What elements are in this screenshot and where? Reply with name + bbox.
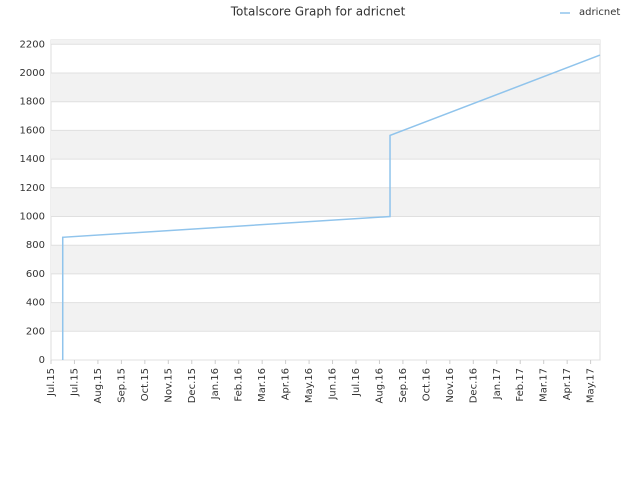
x-tick-label: Feb.16	[234, 368, 245, 402]
x-tick-label: Jun.16	[328, 368, 339, 401]
x-tick-label: Aug.16	[374, 368, 385, 403]
x-tick-label: Oct.16	[421, 368, 432, 401]
y-tick-label: 2000	[20, 68, 45, 79]
x-tick-label: Apr.16	[281, 368, 292, 400]
grid-band	[51, 73, 600, 102]
x-tick-label: Mar.17	[539, 368, 550, 402]
x-tick-label: Jul.15	[69, 368, 80, 397]
x-tick-label: Jul.15	[46, 368, 57, 397]
grid-band	[51, 40, 600, 45]
x-tick-label: Nov.15	[163, 368, 174, 403]
x-tick-label: Dec.15	[187, 368, 198, 403]
y-tick-label: 800	[26, 240, 45, 251]
x-tick-label: Aug.15	[93, 368, 104, 403]
grid-band	[51, 245, 600, 274]
x-tick-label: May.16	[304, 368, 315, 403]
y-tick-label: 200	[26, 326, 45, 337]
x-tick-label: Mar.16	[257, 368, 268, 402]
grid-band	[51, 302, 600, 332]
x-tick-label: Jan.17	[492, 368, 503, 400]
x-tick-label: Oct.15	[140, 368, 151, 401]
legend-label: adricnet	[579, 7, 620, 18]
y-tick-label: 600	[26, 269, 45, 280]
y-tick-label: 1200	[20, 183, 45, 194]
y-tick-label: 1600	[20, 125, 45, 136]
y-tick-label: 1000	[20, 212, 45, 223]
x-tick-label: Sep.16	[398, 368, 409, 403]
chart-title: Totalscore Graph for adricnet	[230, 5, 406, 19]
y-tick-label: 2200	[20, 39, 45, 50]
x-tick-label: Dec.16	[468, 368, 479, 403]
y-tick-label: 1400	[20, 154, 45, 165]
grid-band	[51, 130, 600, 160]
x-tick-label: Nov.16	[445, 368, 456, 403]
y-tick-label: 0	[39, 355, 45, 366]
x-tick-label: Feb.17	[515, 368, 526, 402]
y-tick-label: 1800	[20, 97, 45, 108]
x-tick-label: Jan.16	[210, 368, 221, 400]
grid-band	[51, 187, 600, 217]
x-tick-label: Sep.15	[116, 368, 127, 403]
x-tick-label: May.17	[586, 368, 597, 403]
y-tick-label: 400	[26, 298, 45, 309]
x-tick-label: Jul.16	[351, 368, 362, 397]
line	[61, 54, 601, 360]
x-tick-label: Apr.17	[562, 368, 573, 400]
